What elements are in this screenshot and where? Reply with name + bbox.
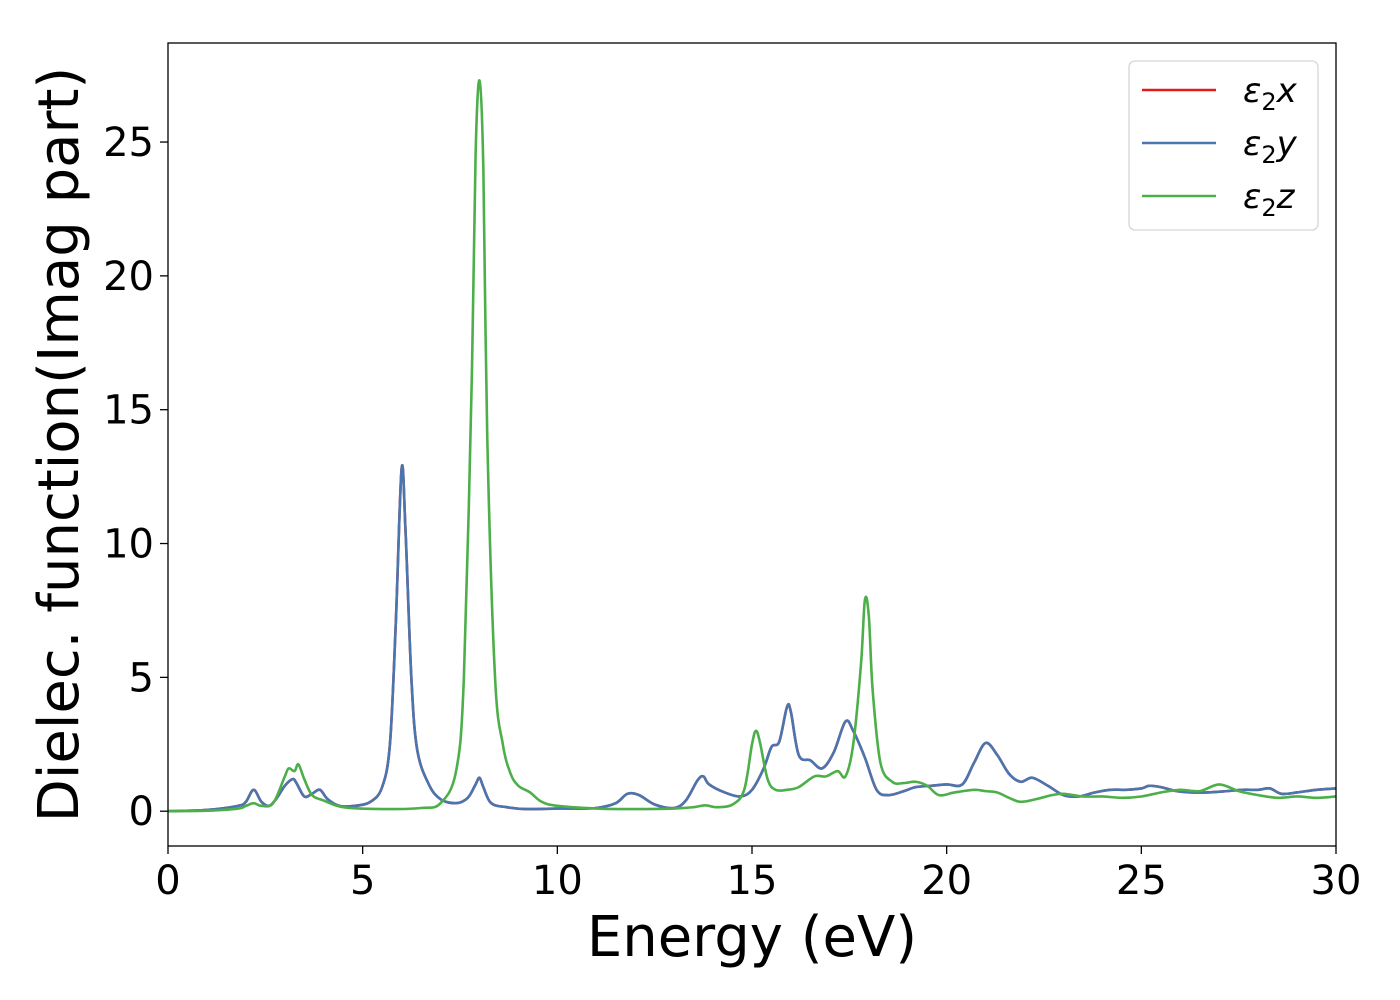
x-axis-label: Energy (eV) bbox=[587, 905, 917, 970]
y-tick-label: 0 bbox=[129, 789, 154, 835]
legend: ε2x ε2y ε2z bbox=[1128, 60, 1319, 231]
x-tick-label: 25 bbox=[1116, 858, 1167, 904]
series-line-x bbox=[168, 464, 1336, 813]
x-tick-label: 5 bbox=[350, 858, 375, 904]
y-tick-label: 15 bbox=[103, 388, 154, 434]
x-tick-label: 0 bbox=[155, 858, 180, 904]
x-axis: 0 5 10 15 20 25 30 bbox=[155, 846, 1361, 904]
y-tick-label: 10 bbox=[103, 522, 154, 568]
y-axis-label: Dielec. function(Imag part) bbox=[27, 67, 92, 823]
x-tick-label: 20 bbox=[921, 858, 972, 904]
legend-frame bbox=[1128, 60, 1319, 231]
y-tick-label: 5 bbox=[129, 655, 154, 701]
legend-label-x: ε2x bbox=[1243, 71, 1298, 116]
y-tick-label: 20 bbox=[103, 254, 154, 300]
series-line-y bbox=[168, 464, 1336, 813]
y-axis: 0 5 10 15 20 25 bbox=[103, 120, 168, 835]
x-tick-label: 30 bbox=[1311, 858, 1362, 904]
legend-label-z: ε2z bbox=[1243, 177, 1296, 222]
x-tick-label: 10 bbox=[532, 858, 583, 904]
series-layer bbox=[168, 79, 1336, 813]
x-tick-label: 15 bbox=[727, 858, 778, 904]
legend-label-y: ε2y bbox=[1243, 124, 1298, 169]
series-line-z bbox=[168, 79, 1336, 813]
y-tick-label: 25 bbox=[103, 120, 154, 166]
